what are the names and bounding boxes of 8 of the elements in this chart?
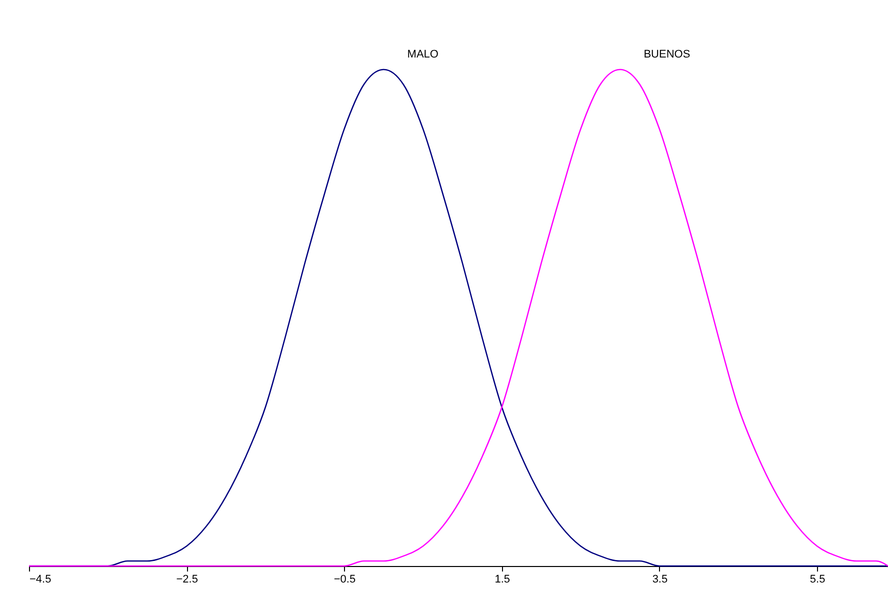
x-tick-label: −2.5 (176, 574, 198, 586)
x-tick-label: 1.5 (494, 574, 510, 586)
x-tick-label: 3.5 (652, 574, 668, 586)
series-label: MALO (407, 48, 439, 61)
x-tick-label: −0.5 (334, 574, 356, 586)
series-label: BUENOS (644, 48, 690, 61)
x-tick-label: −4.5 (30, 574, 52, 586)
x-tick-label: 5.5 (810, 574, 826, 586)
